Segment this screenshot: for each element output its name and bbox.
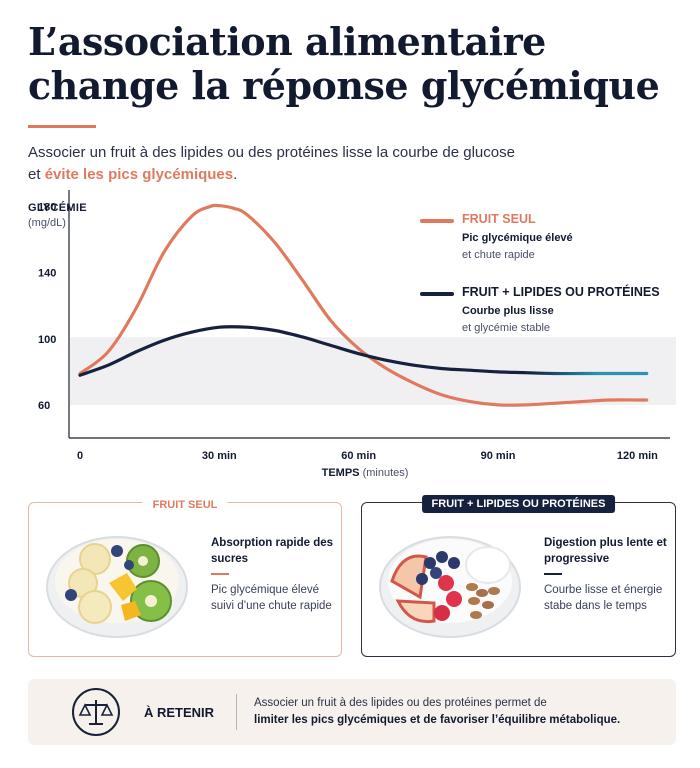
y-axis-label: GLYCÉMIE — [28, 202, 87, 214]
card-tag-fruit-alone: FRUIT SEUL — [142, 496, 228, 514]
legend-name-fruit-plus: FRUIT + LIPIDES OU PROTÉINES — [462, 285, 660, 299]
legend-desc-fruit-plus: et glycémie stable — [462, 322, 551, 334]
glycemia-chart: 60 100 140 180 0 30 min 60 min 90 min 120 min — [38, 190, 676, 462]
y-tick-label: 180 — [38, 202, 56, 214]
key-takeaway-text: Associer un fruit à des lipides ou des p… — [254, 695, 664, 729]
subtitle-suffix: . — [233, 166, 238, 183]
legend-desc-bold-fruit-plus: Courbe plus lisse — [462, 305, 554, 317]
legend-desc-fruit-alone: et chute rapide — [462, 249, 535, 261]
legend-swatch-fruit-alone — [420, 219, 454, 223]
card-fruit-plus: FRUIT + LIPIDES OU PROTÉINES Digestion p… — [361, 495, 676, 657]
page-title: L’association alimentaire change la répo… — [28, 19, 660, 108]
subtitle: Associer un fruit à des lipides ou des p… — [28, 142, 668, 186]
key-takeaway: À RETENIR Associer un fruit à des lipide… — [28, 679, 676, 745]
x-tick-label: 90 min — [481, 450, 516, 462]
card-tag-fruit-plus: FRUIT + LIPIDES OU PROTÉINES — [421, 495, 616, 513]
card-fruit-alone: FRUIT SEUL Absorption rapide des sucres … — [28, 496, 342, 657]
x-axis-title: TEMPS — [321, 467, 360, 479]
x-axis-unit: (minutes) — [362, 467, 409, 479]
key-takeaway-line-2: limiter les pics glycémiques et de favor… — [254, 714, 621, 726]
legend-fruit-alone: FRUIT SEUL Pic glycémique élevé et chute… — [420, 212, 690, 262]
x-tick-label: 0 — [77, 450, 83, 462]
card-text-fruit-plus: Courbe lisse et énergie stabe dans le te… — [544, 584, 663, 612]
normal-range-band — [70, 337, 676, 405]
legend-desc-bold-fruit-alone: Pic glycémique élevé — [462, 232, 573, 244]
legend-fruit-plus: FRUIT + LIPIDES OU PROTÉINES Courbe plus… — [420, 285, 690, 335]
y-tick-label: 60 — [38, 400, 50, 412]
key-takeaway-divider — [236, 694, 237, 730]
x-tick-label: 30 min — [202, 450, 237, 462]
title-divider — [28, 125, 96, 128]
x-axis-label: TEMPS (minutes) — [0, 467, 700, 479]
y-axis-unit: (mg/dL) — [28, 217, 66, 229]
card-divider-fruit-alone — [211, 573, 229, 575]
x-tick-label: 120 min — [617, 450, 658, 462]
subtitle-accent: évite les pics glycémiques — [44, 166, 234, 183]
key-takeaway-label: À RETENIR — [144, 705, 215, 720]
yogurt-bowl-illustration — [379, 536, 521, 638]
legend-swatch-fruit-plus — [420, 292, 454, 296]
card-title-fruit-alone: Absorption rapide des sucres — [211, 537, 334, 565]
key-takeaway-line-1: Associer un fruit à des lipides ou des p… — [254, 697, 547, 709]
subtitle-prefix: et — [28, 166, 45, 183]
series-line-fruit-plus — [78, 325, 649, 377]
card-text-fruit-alone: Pic glycémique élevé suivi d’une chute r… — [211, 584, 332, 612]
fruit-bowl-illustration — [46, 536, 188, 638]
subtitle-line-1: Associer un fruit à des lipides ou des p… — [28, 144, 515, 161]
subtitle-line-2: et évite les pics glycémiques. — [28, 164, 668, 186]
balance-scale-icon — [72, 688, 120, 736]
card-title-fruit-plus: Digestion plus lente et progressive — [544, 537, 667, 565]
series-line-fruit-alone — [78, 203, 649, 407]
y-tick-label: 140 — [38, 268, 56, 280]
x-tick-label: 60 min — [341, 450, 376, 462]
y-tick-label: 100 — [38, 334, 56, 346]
legend-name-fruit-alone: FRUIT SEUL — [462, 212, 536, 226]
card-divider-fruit-plus — [544, 573, 562, 575]
